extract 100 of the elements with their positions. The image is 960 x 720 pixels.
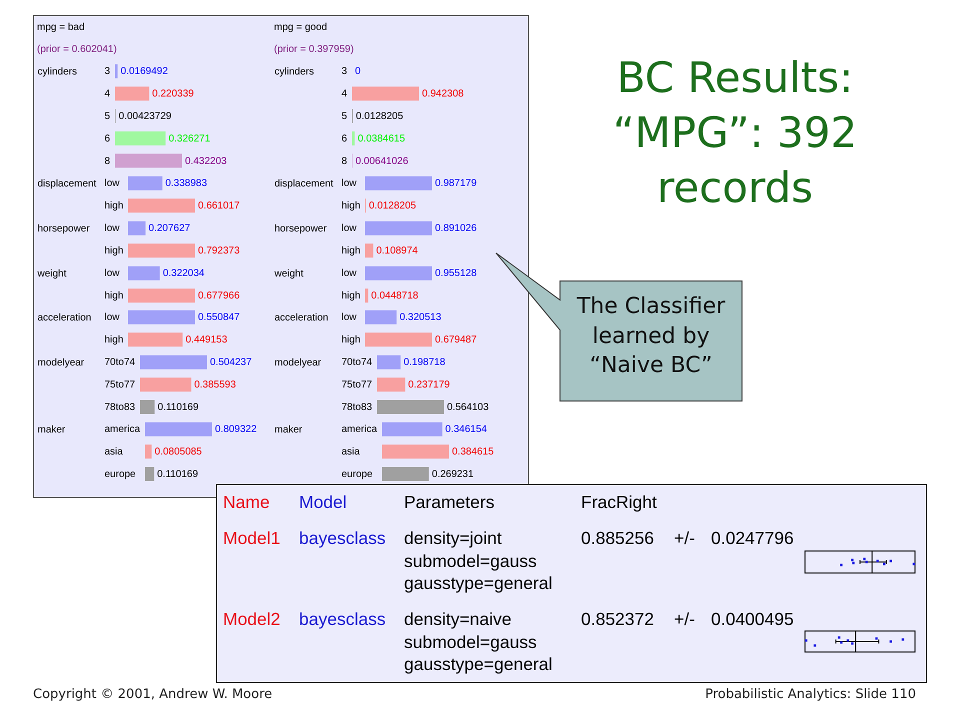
text: 0.852372 <box>581 608 654 630</box>
data-label: 0.677966 <box>198 290 240 302</box>
data-label: 0.338983 <box>165 178 208 190</box>
data-label: 0.0169492 <box>120 66 168 78</box>
y-tick-label: high <box>104 245 124 256</box>
y-axis-title: weight <box>274 268 304 280</box>
y-tick-label: 75to77 <box>342 380 372 391</box>
data-label: 0.385593 <box>194 380 236 391</box>
y-tick-label: 78to83 <box>104 402 136 414</box>
y-tick-label: low <box>104 312 120 324</box>
y-axis-title: modelyear <box>38 358 85 369</box>
text: Model2 <box>223 608 280 630</box>
data-label: 0.00641026 <box>355 156 409 167</box>
y-axis-title: weight <box>36 268 67 280</box>
y-tick-label: low <box>342 222 358 234</box>
data-label: 0.679487 <box>434 334 478 346</box>
y-tick-label: america <box>342 424 378 436</box>
bar <box>352 131 355 146</box>
data-label: 0.237179 <box>408 380 450 391</box>
y-tick-label: 6 <box>104 133 110 144</box>
data-label: 0 <box>355 66 361 78</box>
bar <box>115 131 166 146</box>
y-tick-label: 75to77 <box>104 380 136 391</box>
chart-title: mpg = bad <box>37 22 85 33</box>
y-tick-label: low <box>342 268 358 279</box>
y-axis-title: displacement <box>38 178 97 190</box>
data-label: 0.955128 <box>434 268 478 279</box>
y-tick-label: 70to74 <box>104 357 136 368</box>
data-label: 0.504237 <box>210 357 252 368</box>
y-axis-title: maker <box>38 425 66 436</box>
data-label: 0.110169 <box>158 402 199 414</box>
y-tick-label: 70to74 <box>342 357 372 368</box>
data-label: 0.384615 <box>452 446 494 458</box>
y-tick-label: 78to83 <box>342 402 372 414</box>
y-tick-label: 4 <box>342 88 348 100</box>
y-tick-label: 6 <box>342 133 348 144</box>
y-axis-title: modelyear <box>274 358 322 369</box>
data-label: 0.322034 <box>162 268 205 279</box>
y-tick-label: asia <box>104 446 124 458</box>
y-tick-label: high <box>104 334 124 346</box>
data-label: 0.320513 <box>400 312 442 324</box>
bar <box>115 86 150 101</box>
text: bayesclass <box>299 527 386 550</box>
chart-subtitle: (prior = 0.397959) <box>274 44 354 55</box>
y-tick-label: low <box>104 268 120 279</box>
data-label: 0.661017 <box>198 200 240 212</box>
chart-subtitle: (prior = 0.602041) <box>37 44 117 55</box>
y-tick-label: high <box>342 334 360 346</box>
text: BC Results: “MPG”: 392 records <box>612 52 858 214</box>
data-label: 0.269231 <box>432 469 474 480</box>
data-label: 0.326271 <box>168 133 211 144</box>
text: Parameters <box>404 491 494 514</box>
text: density=naive submodel=gauss gausstype=general <box>404 608 552 676</box>
data-label: 0.0805085 <box>154 446 202 458</box>
data-label: 0.987179 <box>434 178 478 190</box>
bar <box>115 154 182 168</box>
y-tick-label: 5 <box>104 111 110 122</box>
data-label: 0.564103 <box>446 402 490 414</box>
data-label: 0.550847 <box>198 312 240 324</box>
data-label: 0.0448718 <box>371 290 419 302</box>
data-label: 0.449153 <box>186 334 228 346</box>
y-tick-label: high <box>342 245 360 256</box>
data-label: 0.0128205 <box>368 200 417 212</box>
text: 0.0400495 <box>711 608 794 630</box>
y-tick-label: europe <box>342 469 374 480</box>
y-tick-label: low <box>342 178 358 190</box>
text: 0.0247796 <box>711 527 794 550</box>
data-label: 0.207627 <box>148 222 191 234</box>
data-label: 0.0128205 <box>356 111 404 122</box>
text: density=joint submodel=gauss gausstype=general <box>404 527 552 594</box>
data-label: 0.0384615 <box>358 133 406 144</box>
data-label: 0.891026 <box>434 222 478 234</box>
text: Probabilistic Analytics: Slide 110 <box>705 687 916 702</box>
text: Copyright © 2001, Andrew W. Moore <box>33 687 272 702</box>
text: FracRight <box>581 491 657 514</box>
y-axis-title: cylinders <box>274 66 314 78</box>
y-axis-title: horsepower <box>38 223 90 234</box>
data-label: 0.432203 <box>185 156 228 167</box>
text: bayesclass <box>299 608 386 630</box>
y-tick-label: high <box>104 200 124 212</box>
text: +/- <box>674 527 695 550</box>
text: The Classifier learned by “Naive BC” <box>576 293 726 380</box>
data-label: 0.942308 <box>422 88 464 100</box>
y-tick-label: low <box>104 222 120 234</box>
y-tick-label: 8 <box>104 156 110 167</box>
text: Model1 <box>223 527 280 550</box>
y-axis-title: horsepower <box>274 223 328 234</box>
y-tick-label: low <box>342 312 358 324</box>
y-tick-label: high <box>342 290 360 302</box>
text: Name <box>223 491 270 514</box>
y-tick-label: 3 <box>104 66 110 78</box>
y-axis-title: acceleration <box>274 313 328 324</box>
data-label: 0.346154 <box>445 424 488 436</box>
chart-title: mpg = good <box>274 22 328 33</box>
text: Model <box>299 491 347 514</box>
data-label: 0.110169 <box>157 469 198 480</box>
y-tick-label: high <box>342 200 360 212</box>
data-label: 0.220339 <box>152 88 194 100</box>
y-tick-label: low <box>104 178 120 190</box>
bar <box>352 86 419 101</box>
